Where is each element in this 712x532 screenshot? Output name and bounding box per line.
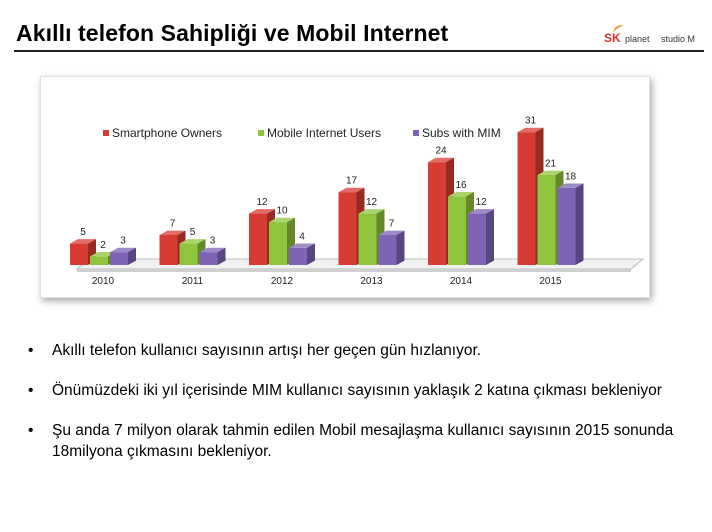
bar <box>110 252 128 265</box>
data-label: 7 <box>389 219 395 230</box>
bar-top <box>378 230 405 235</box>
bullet-text: Önümüzdeki iki yıl içerisinde MIM kullan… <box>52 382 662 399</box>
chart-container: Smartphone Owners Mobile Internet Users Su… <box>40 76 650 298</box>
bar-side <box>575 183 584 265</box>
bar-top <box>448 192 474 197</box>
bar-chart: Smartphone Owners Mobile Internet Users Su… <box>70 116 645 287</box>
bar-side <box>486 209 494 265</box>
bar <box>448 196 466 265</box>
chart-floor-edge <box>77 269 631 272</box>
bar <box>468 213 486 265</box>
slide-title: Akıllı telefon Sahipliği ve Mobil Intern… <box>16 20 449 46</box>
bar <box>269 222 287 265</box>
x-tick-label: 2011 <box>182 276 204 287</box>
bullet-marker: • <box>28 342 34 359</box>
legend-label: Mobile Internet Users <box>267 126 381 140</box>
bar-top <box>159 230 186 235</box>
data-label: 4 <box>299 231 305 242</box>
bullet-text: Şu anda 7 milyon olarak tahmin edilen Mo… <box>52 422 674 460</box>
data-label: 7 <box>170 219 176 230</box>
legend-swatch <box>413 130 419 136</box>
title-divider <box>14 50 704 52</box>
legend-swatch <box>258 130 264 136</box>
logo-sk-text: SK <box>604 31 621 45</box>
bar <box>338 192 357 265</box>
data-label: 10 <box>276 206 288 217</box>
data-label: 3 <box>210 236 216 247</box>
data-label: 12 <box>475 197 487 208</box>
bar-top <box>110 247 136 253</box>
bar <box>557 187 576 265</box>
bullet-item: • Önümüzdeki iki yıl içerisinde MIM kull… <box>28 380 698 401</box>
bar <box>159 235 178 265</box>
bar-top <box>517 127 544 133</box>
data-label: 12 <box>256 197 268 208</box>
bar-top <box>358 209 385 214</box>
x-tick-label: 2010 <box>92 276 115 287</box>
bar <box>199 252 218 265</box>
logo-planet-text: planet <box>625 34 650 44</box>
bar-top <box>90 252 116 257</box>
data-label: 18 <box>565 171 577 182</box>
bar-top <box>557 183 584 188</box>
data-label: 17 <box>346 176 358 187</box>
data-label: 5 <box>190 227 196 238</box>
bar <box>90 256 108 265</box>
legend-label: Smartphone Owners <box>112 126 222 140</box>
bar <box>537 175 556 265</box>
bar <box>378 235 397 265</box>
data-label: 3 <box>120 236 126 247</box>
bar-side <box>128 247 136 265</box>
bar-side <box>217 247 226 265</box>
bar-top <box>70 239 96 244</box>
bar <box>179 243 198 265</box>
bar <box>517 132 536 265</box>
bar <box>428 162 446 265</box>
legend-swatch <box>103 130 109 136</box>
bar <box>249 213 267 265</box>
bar-top <box>179 239 206 244</box>
data-label: 21 <box>545 159 557 170</box>
bar-side <box>307 243 315 265</box>
bar-top <box>338 187 365 193</box>
data-label: 5 <box>80 227 86 238</box>
bar <box>289 247 307 265</box>
legend-label: Subs with MIM <box>422 126 501 140</box>
x-tick-label: 2012 <box>271 276 294 287</box>
data-label: 2 <box>100 240 106 251</box>
bullet-item: • Şu anda 7 milyon olarak tahmin edilen … <box>28 420 698 462</box>
bar-top <box>249 209 275 214</box>
data-label: 31 <box>525 116 537 127</box>
bullet-marker: • <box>28 382 34 399</box>
bar-top <box>199 247 226 253</box>
bar-top <box>269 217 295 223</box>
bullet-text: Akıllı telefon kullanıcı sayısının artış… <box>52 342 482 359</box>
x-tick-label: 2013 <box>360 276 383 287</box>
logo-studio-text: studio M <box>661 34 696 44</box>
bullet-list: • Akıllı telefon kullanıcı sayısının art… <box>28 340 698 481</box>
bar <box>358 213 377 265</box>
x-tick-label: 2014 <box>450 276 473 287</box>
bar-top <box>468 209 494 214</box>
bar-top <box>428 157 454 163</box>
sk-planet-logo: SK planet studio M <box>598 24 704 48</box>
data-label: 16 <box>455 180 467 191</box>
data-label: 12 <box>366 197 378 208</box>
bar-top <box>537 170 564 175</box>
bar-top <box>289 243 315 248</box>
x-tick-label: 2015 <box>539 276 562 287</box>
bar <box>70 243 88 265</box>
bar-side <box>396 230 405 265</box>
data-label: 24 <box>435 146 447 157</box>
bullet-item: • Akıllı telefon kullanıcı sayısının art… <box>28 340 698 361</box>
bullet-marker: • <box>28 422 34 439</box>
sk-swoosh-icon <box>613 25 624 32</box>
